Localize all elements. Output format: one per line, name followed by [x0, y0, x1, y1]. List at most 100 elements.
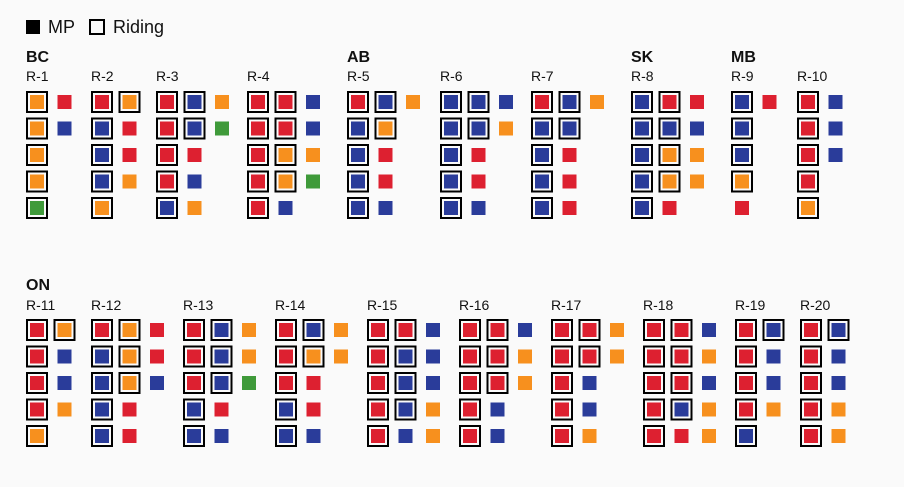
riding-mp-square — [801, 174, 815, 189]
mp-square — [831, 376, 846, 390]
riding-box-frame — [643, 425, 665, 447]
riding-mp-square — [279, 429, 293, 443]
riding-box-frame — [735, 345, 757, 368]
riding-mp-square — [214, 376, 229, 390]
riding-box-frame — [800, 425, 822, 447]
riding-box-frame — [551, 319, 573, 341]
mp-swatch-icon — [26, 20, 40, 34]
riding-mp-square — [804, 349, 818, 364]
riding-label: R-20 — [800, 297, 831, 313]
riding-box-frame — [735, 319, 757, 341]
riding-mp-square — [562, 121, 577, 136]
riding-mp-square — [30, 429, 44, 443]
riding-box-frame — [670, 372, 693, 394]
riding-box-frame — [658, 144, 681, 166]
riding-box-frame — [800, 345, 822, 368]
riding-box-frame — [631, 144, 653, 166]
riding-box-frame — [731, 144, 753, 166]
riding-box-frame — [347, 117, 369, 140]
riding-box-frame — [156, 144, 178, 166]
riding-box-frame — [467, 91, 490, 113]
mp-square — [766, 349, 781, 364]
riding-mp-square — [635, 121, 649, 136]
riding-mp-square — [187, 121, 202, 136]
riding-mp-square — [371, 323, 385, 337]
mp-square — [582, 429, 597, 443]
riding-mp-square — [647, 349, 661, 364]
riding-mp-square — [444, 148, 458, 162]
riding-box-frame — [156, 117, 178, 140]
legend-item-mp: MP — [26, 17, 75, 38]
riding-box-frame — [631, 117, 653, 140]
mp-square — [214, 402, 229, 417]
riding-box-frame — [467, 117, 490, 140]
riding-mp-square — [306, 323, 321, 337]
province-label: SK — [631, 49, 654, 66]
riding-mp-square — [766, 323, 781, 337]
riding-box-frame — [459, 345, 481, 368]
mp-square — [766, 402, 781, 417]
riding-box-frame — [91, 319, 113, 341]
riding-box-frame — [26, 372, 48, 394]
mp-square — [562, 174, 577, 189]
riding-box-frame — [797, 197, 819, 219]
riding-mp-square — [804, 323, 818, 337]
mp-square — [702, 349, 716, 364]
riding-box-frame — [797, 117, 819, 140]
riding-mp-square — [371, 402, 385, 417]
riding-box-frame — [156, 91, 178, 113]
riding-mp-square — [804, 376, 818, 390]
riding-mp-square — [562, 95, 577, 109]
mp-square — [306, 402, 321, 417]
mp-square — [150, 349, 164, 364]
riding-mp-square — [351, 95, 365, 109]
riding-mp-square — [187, 376, 201, 390]
riding-mp-square — [371, 349, 385, 364]
riding-box-frame — [531, 91, 553, 113]
mp-square — [278, 201, 293, 215]
mp-square — [471, 201, 486, 215]
riding-label: R-6 — [440, 68, 463, 84]
riding-box-frame — [643, 398, 665, 421]
riding-label: R-13 — [183, 297, 214, 313]
riding-mp-square — [160, 174, 174, 189]
riding-mp-square — [214, 323, 229, 337]
riding-mp-square — [535, 95, 549, 109]
mp-square — [471, 148, 486, 162]
riding-mp-square — [398, 402, 413, 417]
mp-square — [122, 429, 137, 443]
mp-square — [828, 95, 843, 109]
riding-mp-square — [555, 323, 569, 337]
mp-square — [122, 148, 137, 162]
riding-box-frame — [670, 345, 693, 368]
riding-box-frame — [670, 398, 693, 421]
mp-square — [215, 121, 229, 136]
riding-mp-square — [463, 429, 477, 443]
mp-square — [406, 95, 420, 109]
riding-box-frame — [658, 117, 681, 140]
riding-mp-square — [801, 121, 815, 136]
riding-mp-square — [398, 349, 413, 364]
riding-box-frame — [302, 345, 325, 368]
riding-box-frame — [91, 425, 113, 447]
riding-mp-square — [674, 402, 689, 417]
riding-box-frame — [440, 144, 462, 166]
mp-square — [831, 429, 846, 443]
riding-mp-square — [30, 349, 44, 364]
mp-square — [610, 323, 624, 337]
riding-mp-square — [187, 349, 201, 364]
riding-mp-square — [801, 95, 815, 109]
riding-mp-square — [647, 376, 661, 390]
riding-mp-square — [30, 201, 44, 215]
riding-box-frame — [531, 144, 553, 166]
riding-mp-square — [160, 95, 174, 109]
riding-box-frame — [827, 319, 850, 341]
riding-mp-square — [804, 429, 818, 443]
riding-box-frame — [440, 197, 462, 219]
mp-square — [426, 376, 440, 390]
riding-box-frame — [367, 398, 389, 421]
mp-square — [57, 376, 72, 390]
riding-mp-square — [351, 201, 365, 215]
riding-box-frame — [631, 170, 653, 193]
